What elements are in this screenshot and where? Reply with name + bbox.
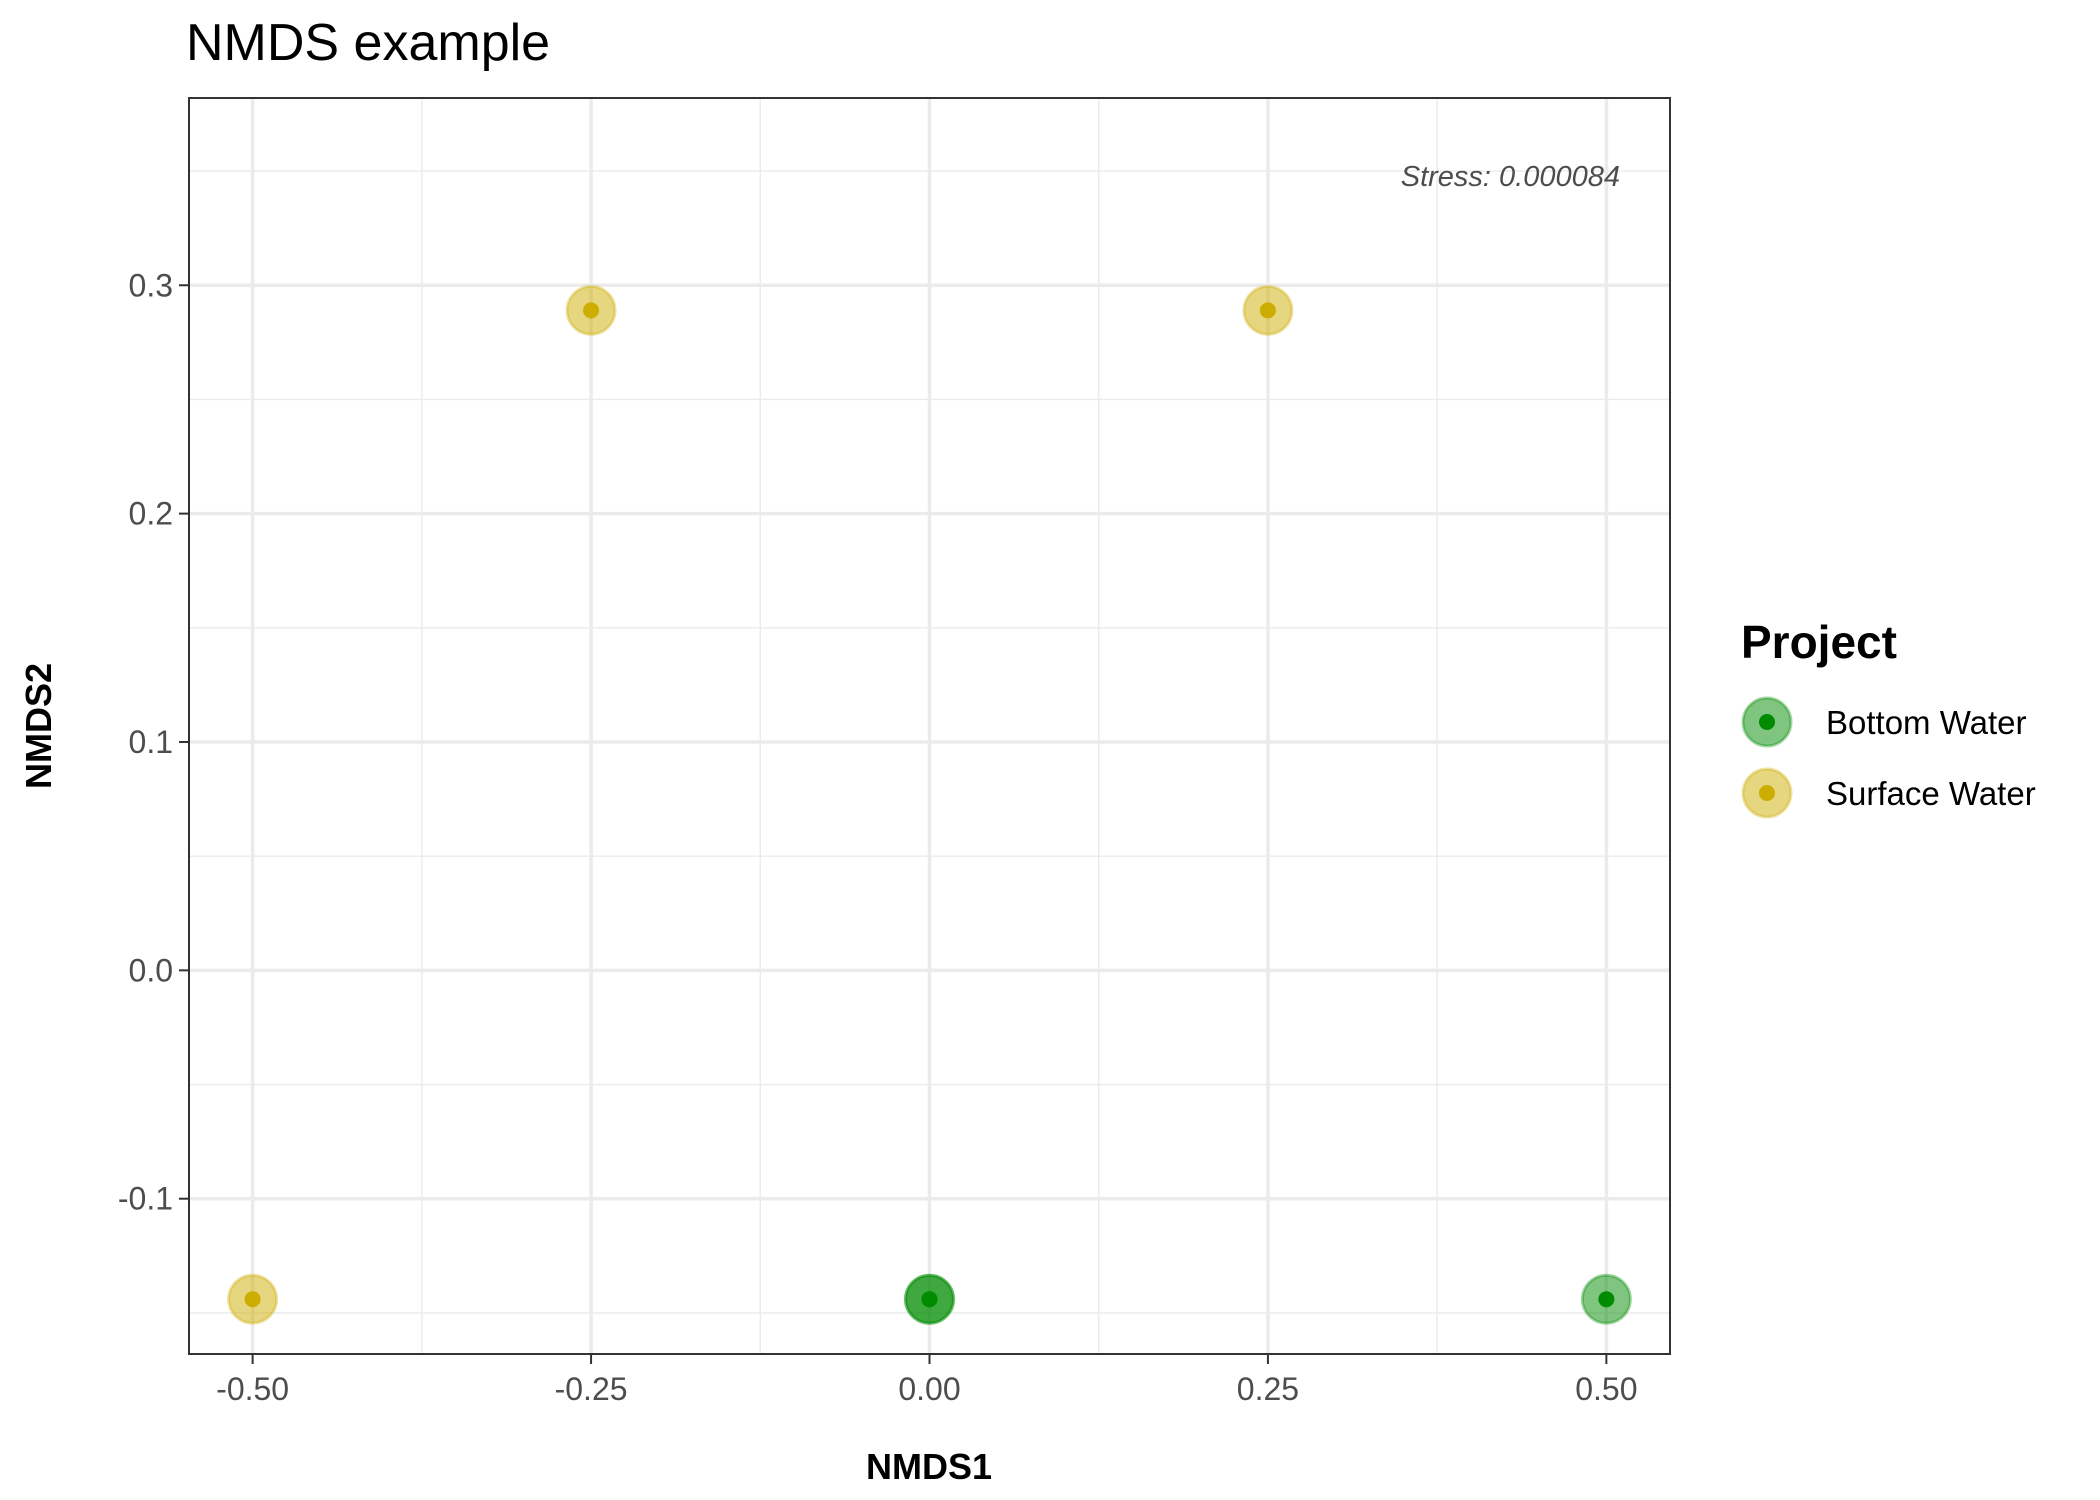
point-bottom-water bbox=[1598, 1291, 1615, 1308]
point-bottom-water bbox=[921, 1291, 938, 1308]
y-tick-label: 0.2 bbox=[129, 496, 173, 532]
x-tick-label: -0.50 bbox=[216, 1371, 289, 1407]
point-surface-water bbox=[583, 302, 600, 319]
legend-key-bottom-water bbox=[1759, 714, 1775, 730]
legend-key-surface-water bbox=[1759, 785, 1775, 801]
point-surface-water bbox=[244, 1291, 261, 1308]
x-tick-label: -0.25 bbox=[555, 1371, 628, 1407]
legend: Project Bottom Water Surface Water bbox=[1741, 616, 2036, 819]
grid-lines bbox=[189, 98, 1670, 1354]
x-tick-label: 0.25 bbox=[1237, 1371, 1299, 1407]
y-axis-ticks: -0.1 0.0 0.1 0.2 0.3 bbox=[118, 267, 189, 1217]
stress-annotation: Stress: 0.000084 bbox=[1401, 161, 1620, 193]
y-tick-label: 0.1 bbox=[129, 724, 173, 760]
x-tick-label: 0.50 bbox=[1575, 1371, 1637, 1407]
point-surface-water bbox=[1259, 302, 1276, 319]
legend-keys: Bottom Water Surface Water bbox=[1741, 696, 2036, 819]
x-tick-label: 0.00 bbox=[898, 1371, 960, 1407]
y-tick-label: 0.3 bbox=[129, 267, 173, 303]
data-points bbox=[227, 284, 1632, 1325]
x-axis-ticks: -0.50 -0.25 0.00 0.25 0.50 bbox=[216, 1354, 1638, 1407]
legend-label-surface-water: Surface Water bbox=[1826, 775, 2036, 812]
y-tick-label: 0.0 bbox=[129, 952, 173, 988]
y-axis-title: NMDS2 bbox=[18, 663, 59, 789]
legend-title: Project bbox=[1741, 616, 1897, 668]
y-tick-label: -0.1 bbox=[118, 1181, 173, 1217]
x-axis-title: NMDS1 bbox=[866, 1446, 992, 1487]
legend-label-bottom-water: Bottom Water bbox=[1826, 704, 2027, 741]
chart-title: NMDS example bbox=[186, 14, 550, 72]
